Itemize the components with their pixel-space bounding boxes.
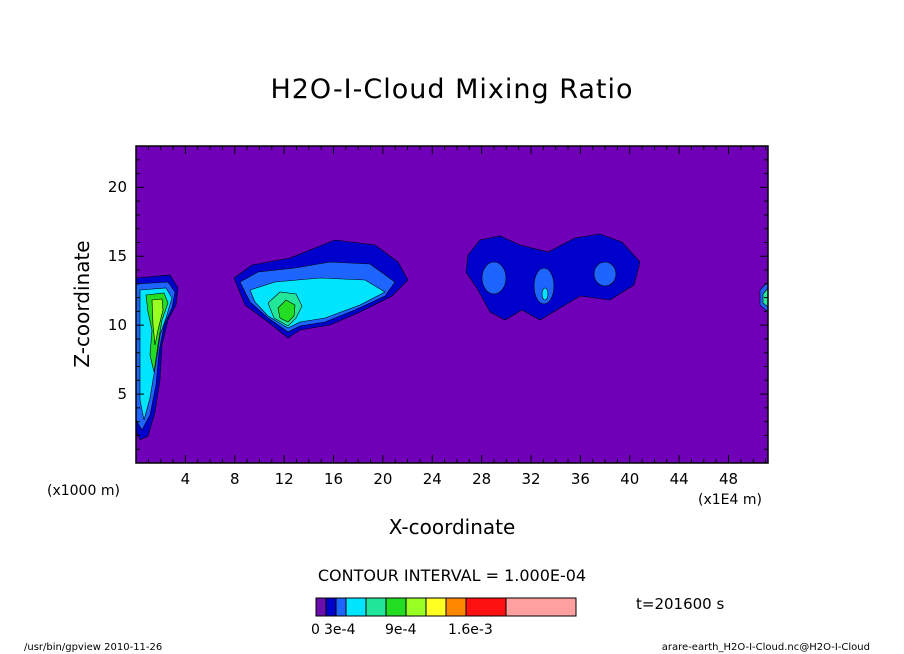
x-axis-label: X-coordinate [388, 515, 516, 539]
contour-mid-green [277, 299, 296, 323]
cloud-contours [135, 233, 769, 441]
colorbar-swatch [425, 597, 447, 617]
contour-right-blob2 [533, 267, 555, 305]
colorbar-label-1: 3e-4 [324, 622, 356, 638]
y-tick-label: 20 [107, 178, 127, 197]
colorbar-swatch [445, 597, 467, 617]
plot-frame [135, 145, 769, 464]
x-tick-label: 20 [373, 470, 393, 488]
x-tick-label: 16 [323, 470, 344, 488]
x-tick-label: 8 [229, 470, 240, 488]
colorbar-swatch [335, 597, 347, 617]
contour-right-blob2-core [541, 287, 549, 301]
contour-left-lime [151, 298, 164, 346]
x-tick-label: 44 [669, 470, 689, 488]
x-tick-label: 32 [521, 470, 541, 488]
contour-right-blob1 [481, 261, 507, 295]
contour-interval: CONTOUR INTERVAL = 1.000E-04 [317, 566, 587, 585]
colorbar-swatch [405, 597, 427, 617]
colorbar-label-3: 1.6e-3 [448, 622, 493, 638]
footer-right: arare-earth_H2O-I-Cloud.nc@H2O-I-Cloud [661, 642, 870, 653]
colorbar-swatch [315, 597, 327, 617]
colorbar [315, 597, 577, 617]
y-tick-label: 5 [117, 385, 127, 404]
x-unit-label: (x1E4 m) [698, 492, 762, 508]
y-tick-label: 10 [107, 316, 127, 335]
colorbar-label-0: 0 [311, 622, 320, 638]
chart-title: H2O-I-Cloud Mixing Ratio [270, 74, 634, 105]
y-unit-label: (x1000 m) [47, 483, 120, 499]
plot-background [136, 146, 768, 463]
x-tick-label: 12 [274, 470, 294, 488]
colorbar-swatch [345, 597, 367, 617]
x-tick-label: 48 [718, 470, 739, 488]
colorbar-swatch [325, 597, 337, 617]
colorbar-swatch [465, 597, 507, 617]
colorbar-swatch [505, 597, 577, 617]
y-axis-label: Z-coordinate [70, 240, 94, 368]
colorbar-label-2: 9e-4 [385, 622, 417, 638]
x-tick-label: 4 [180, 470, 191, 488]
x-tick-label: 28 [472, 470, 492, 488]
colorbar-swatch [365, 597, 387, 617]
x-tick-label: 24 [422, 470, 442, 488]
y-tick-label: 15 [107, 247, 127, 266]
colorbar-swatch [385, 597, 407, 617]
x-tick-label: 36 [570, 470, 590, 488]
contour-right-blob3 [593, 261, 617, 287]
footer-left: /usr/bin/gpview 2010-11-26 [24, 642, 163, 653]
time-label: t=201600 s [636, 595, 725, 613]
x-tick-label: 40 [620, 470, 640, 488]
